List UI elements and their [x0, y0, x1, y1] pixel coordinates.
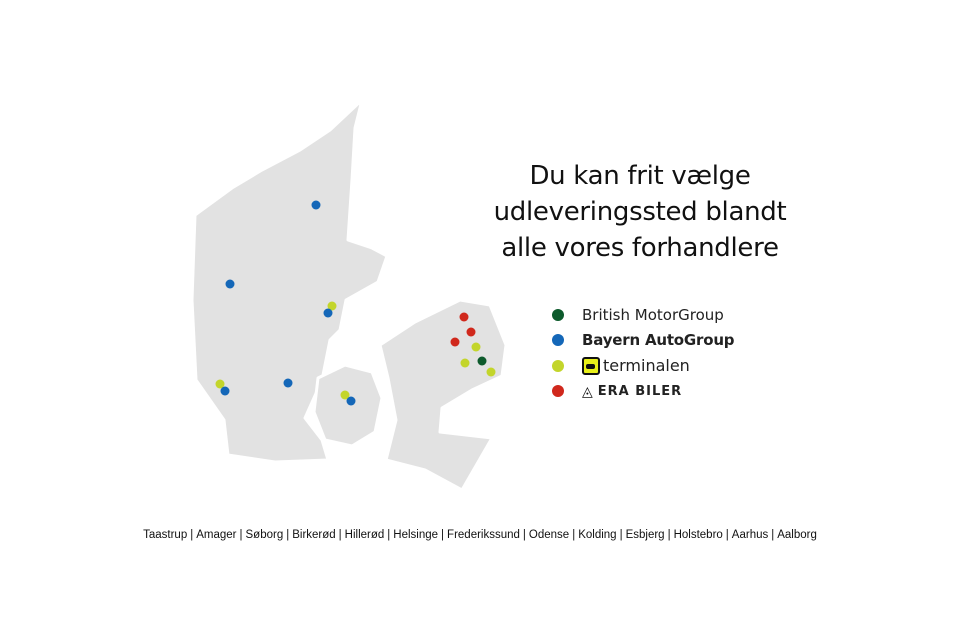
city-list: Taastrup | Amager | Søborg | Birkerød | Hillerød… [0, 529, 960, 541]
separator: | [522, 529, 526, 541]
city-name: Odense [528, 529, 570, 541]
legend-label: Bayern AutoGroup [582, 331, 735, 350]
legend-item-bayern: Bayern AutoGroup [552, 328, 735, 354]
separator: | [572, 529, 576, 541]
bayern-location-marker [220, 386, 230, 396]
separator: | [286, 529, 290, 541]
era-dot-icon [552, 385, 564, 398]
bayern-location-marker [311, 200, 321, 210]
zealand [378, 298, 508, 492]
terminalen-location-marker [471, 342, 481, 352]
city-name: Holstebro [673, 529, 723, 541]
era-location-marker [450, 337, 460, 347]
separator: | [771, 529, 775, 541]
bayern-location-marker [283, 378, 293, 388]
separator: | [387, 529, 391, 541]
terminalen-location-marker [215, 379, 225, 389]
city-name: Kolding [578, 529, 617, 541]
era-location-marker [459, 312, 469, 322]
terminalen-location-marker [486, 367, 496, 377]
separator: | [190, 529, 194, 541]
city-name: Helsinge [393, 529, 439, 541]
separator: | [441, 529, 445, 541]
bayern-location-marker [225, 279, 235, 289]
british-dot-icon [552, 308, 564, 321]
separator: | [338, 529, 342, 541]
terminalen-dot-icon [552, 359, 564, 372]
headline: Du kan frit vælge udleveringssted blandt… [470, 158, 810, 266]
terminalen-location-marker [327, 301, 337, 311]
separator: | [667, 529, 671, 541]
legend: British MotorGroup Bayern AutoGroup term… [552, 302, 735, 405]
terminalen-location-marker [460, 358, 470, 368]
legend-item-era: ◬ ERA BILER [552, 379, 734, 405]
bayern-location-marker [323, 308, 333, 318]
legend-label: ERA BILER [597, 383, 683, 399]
city-name: Søborg [245, 529, 284, 541]
city-name: Aalborg [777, 529, 817, 541]
bayern-location-marker [346, 396, 356, 406]
city-name: Frederikssund [447, 529, 520, 541]
jutland [190, 98, 389, 464]
separator: | [239, 529, 243, 541]
era-logo-icon: ◬ [582, 382, 593, 399]
separator: | [725, 529, 729, 541]
city-name: Hillerød [344, 529, 385, 541]
separator: | [619, 529, 623, 541]
era-location-marker [466, 327, 476, 337]
city-name: Birkerød [292, 529, 336, 541]
terminalen-logo-icon [582, 356, 600, 375]
headline-line: Du kan frit vælge [529, 161, 751, 191]
city-name: Aarhus [731, 529, 769, 541]
legend-label: terminalen [603, 356, 690, 376]
city-name: Amager [196, 529, 237, 541]
legend-item-terminalen: terminalen [552, 353, 734, 379]
legend-item-british: British MotorGroup [552, 302, 734, 328]
legend-label: British MotorGroup [582, 305, 724, 324]
headline-line: alle vores forhandlere [501, 233, 779, 263]
headline-line: udleveringssted blandt [493, 197, 787, 227]
city-name: Esbjerg [625, 529, 665, 541]
funen [312, 363, 384, 448]
british-location-marker [477, 356, 487, 366]
terminalen-location-marker [340, 390, 350, 400]
city-name: Taastrup [143, 529, 188, 541]
bayern-dot-icon [552, 334, 564, 347]
